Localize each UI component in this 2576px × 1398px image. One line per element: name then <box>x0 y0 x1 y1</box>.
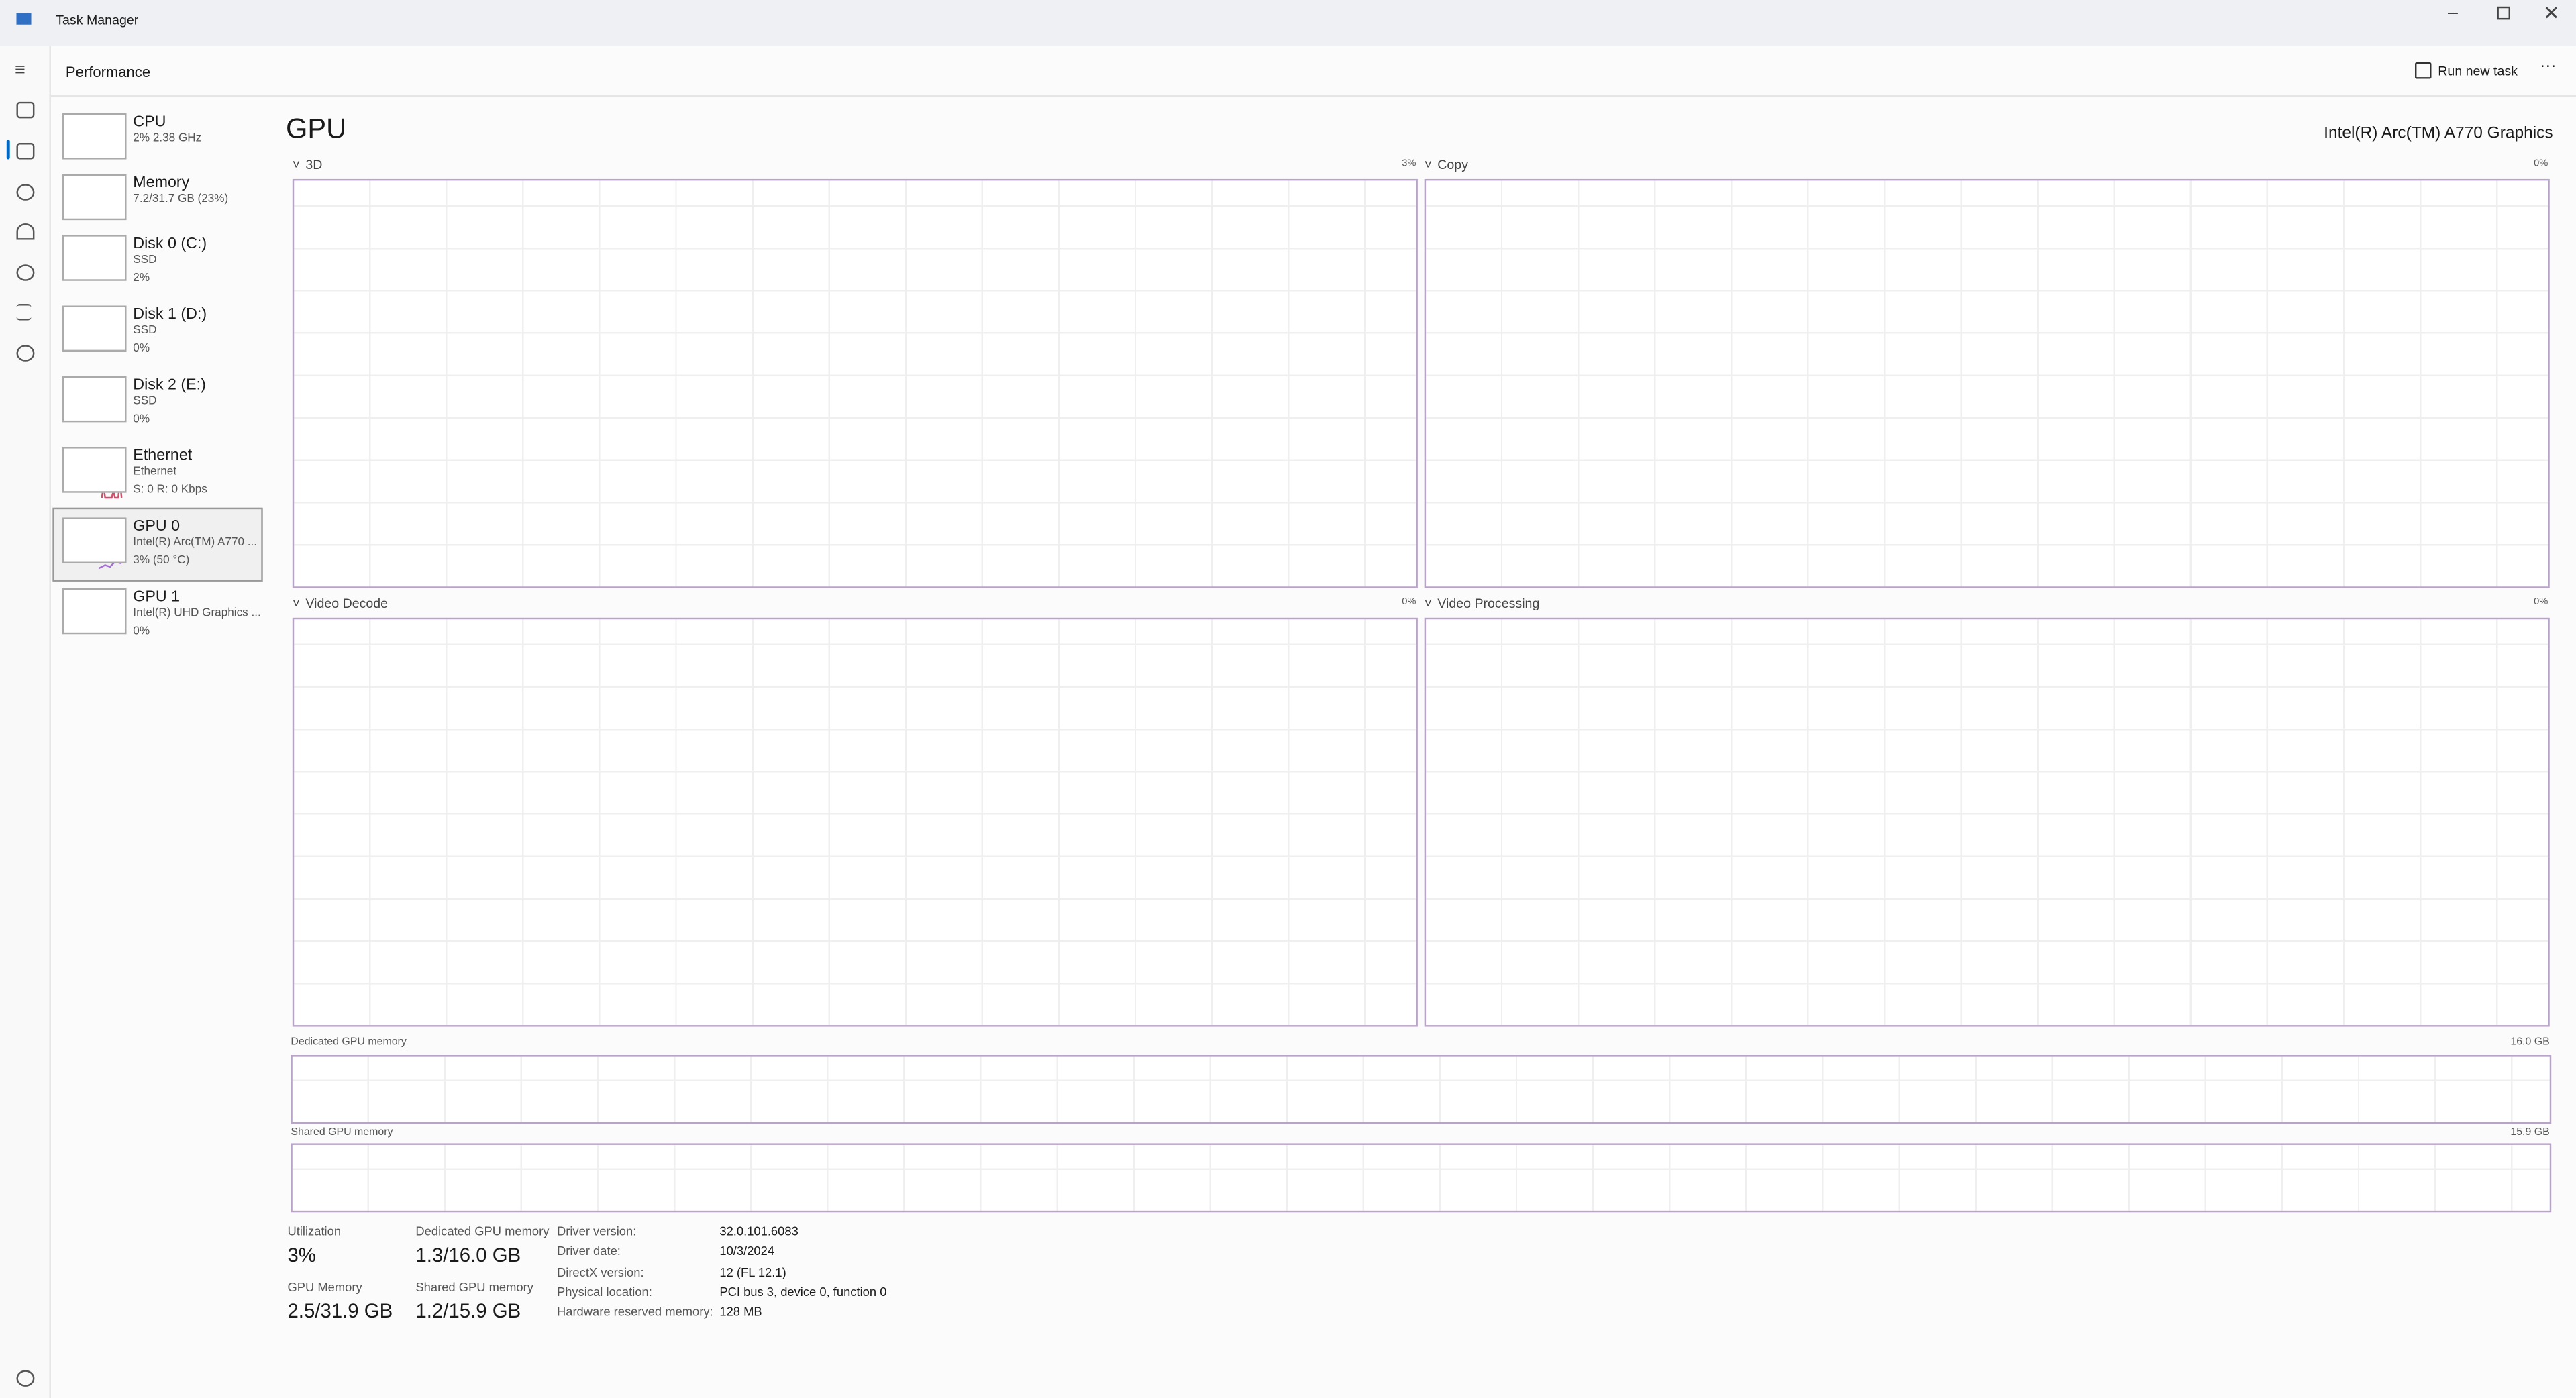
sidebar-item-detail: 0% <box>133 342 150 354</box>
engine-graph <box>1424 178 2550 588</box>
nav-users[interactable] <box>16 264 35 281</box>
nav-performance[interactable] <box>16 143 35 160</box>
sidebar-item-detail: S: 0 R: 0 Kbps <box>133 484 207 496</box>
sidebar-thumb <box>62 235 127 281</box>
stat-value: 3% <box>287 1243 316 1267</box>
sidebar-item-name[interactable]: Disk 0 (C:) <box>133 235 207 254</box>
nav-app-history[interactable] <box>16 184 35 201</box>
memory-graph-max: 16.0 GB <box>2510 1036 2550 1048</box>
more-button[interactable]: ··· <box>2540 57 2557 76</box>
stat-value: 1.3/16.0 GB <box>415 1243 521 1267</box>
detail-value: PCI bus 3, device 0, function 0 <box>719 1284 887 1299</box>
sidebar-item-detail: SSD <box>133 254 157 266</box>
memory-graph-name: Dedicated GPU memory <box>291 1036 407 1048</box>
app-icon <box>16 13 32 25</box>
sidebar-item-name[interactable]: Memory <box>133 174 190 193</box>
nav-services[interactable] <box>16 345 35 362</box>
engine-value: 0% <box>2534 159 2548 170</box>
sidebar-item-detail: Intel(R) Arc(TM) A770 ... <box>133 537 258 549</box>
engine-value: 3% <box>1402 159 1416 170</box>
sidebar-item-name[interactable]: Disk 1 (D:) <box>133 305 207 324</box>
sidebar-item-detail: 7.2/31.7 GB (23%) <box>133 193 229 206</box>
sidebar-item-detail: SSD <box>133 325 157 337</box>
sidebar-item-name[interactable]: GPU 0 <box>133 517 181 536</box>
sidebar-item-name[interactable]: GPU 1 <box>133 588 181 606</box>
sidebar-thumb <box>62 517 127 563</box>
memory-graph <box>291 1055 2552 1124</box>
detail-label: Driver version: <box>556 1224 637 1239</box>
stat-label: GPU Memory <box>287 1279 362 1295</box>
run-task-icon <box>2415 62 2432 79</box>
sidebar-item-detail: SSD <box>133 396 157 408</box>
menu-button[interactable]: ≡ <box>15 60 25 80</box>
sidebar-item-name[interactable]: Disk 2 (E:) <box>133 376 206 394</box>
sidebar-thumb <box>62 447 127 493</box>
nav-details[interactable] <box>16 304 32 321</box>
engine-value: 0% <box>2534 598 2548 608</box>
sidebar-item-detail: Ethernet <box>133 466 177 478</box>
engine-label: ˅ <box>1424 596 1433 611</box>
engine-name: Video Decode <box>305 596 389 611</box>
engine-graph <box>292 617 1418 1027</box>
close-button[interactable]: ✕ <box>2542 1 2560 25</box>
detail-value: 32.0.101.6083 <box>719 1224 798 1239</box>
detail-label: DirectX version: <box>556 1264 644 1279</box>
sidebar-item-detail: 0% <box>133 413 150 425</box>
sidebar-item-detail: 2% <box>133 272 150 284</box>
stat-label: Dedicated GPU memory <box>415 1224 550 1239</box>
engine-graph <box>1424 617 2550 1027</box>
sidebar-thumb <box>62 305 127 352</box>
nav-settings[interactable] <box>16 1370 35 1387</box>
page-title: Performance <box>65 64 151 80</box>
engine-name: Video Processing <box>1437 596 1540 611</box>
detail-label: Physical location: <box>556 1284 652 1299</box>
engine-value: 0% <box>1402 598 1416 608</box>
title-bar <box>0 0 2576 46</box>
engine-name: Copy <box>1437 158 1469 173</box>
sidebar-item-name[interactable]: Ethernet <box>133 447 193 466</box>
detail-value: 10/3/2024 <box>719 1244 775 1259</box>
memory-graph-name: Shared GPU memory <box>291 1126 393 1139</box>
detail-label: Hardware reserved memory: <box>556 1304 713 1320</box>
sidebar-thumb <box>62 113 127 160</box>
sidebar-thumb <box>62 376 127 423</box>
sidebar-thumb <box>62 174 127 221</box>
restore-button[interactable] <box>2497 6 2511 20</box>
sidebar-item-detail: Intel(R) UHD Graphics ... <box>133 608 261 620</box>
detail-value: 128 MB <box>719 1304 762 1320</box>
nav-selected-indicator <box>6 140 10 160</box>
sidebar-item-detail: 3% (50 °C) <box>133 554 190 566</box>
engine-name: 3D <box>305 158 323 173</box>
window-title: Task Manager <box>56 13 139 28</box>
minimize-button[interactable]: – <box>2447 3 2458 23</box>
engine-label: ˅ <box>292 596 301 611</box>
sidebar-item-detail: 2% 2.38 GHz <box>133 133 202 145</box>
stat-value: 1.2/15.9 GB <box>415 1299 521 1323</box>
sidebar-thumb <box>62 588 127 635</box>
gpu-title: GPU <box>286 113 347 145</box>
nav-startup[interactable] <box>16 223 35 240</box>
detail-label: Driver date: <box>556 1244 621 1259</box>
gpu-adapter: Intel(R) Arc(TM) A770 Graphics <box>2324 125 2553 144</box>
engine-label: ˅ <box>1424 158 1433 173</box>
engine-label: ˅ <box>292 158 301 173</box>
nav-processes[interactable] <box>16 101 35 119</box>
sidebar-item-name[interactable]: CPU <box>133 113 166 131</box>
stat-label: Shared GPU memory <box>415 1279 533 1295</box>
stat-label: Utilization <box>287 1224 342 1239</box>
memory-graph-max: 15.9 GB <box>2510 1126 2550 1139</box>
detail-value: 12 (FL 12.1) <box>719 1264 786 1279</box>
sidebar-item-detail: 0% <box>133 625 150 637</box>
memory-graph <box>291 1143 2552 1213</box>
run-new-task-button[interactable]: Run new task <box>2438 64 2518 79</box>
engine-graph <box>292 178 1418 588</box>
stat-value: 2.5/31.9 GB <box>287 1299 393 1323</box>
header-divider <box>49 95 2576 97</box>
